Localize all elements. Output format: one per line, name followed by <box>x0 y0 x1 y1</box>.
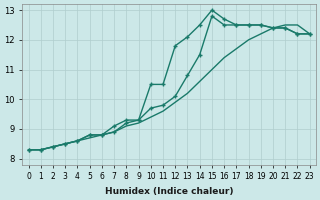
X-axis label: Humidex (Indice chaleur): Humidex (Indice chaleur) <box>105 187 233 196</box>
